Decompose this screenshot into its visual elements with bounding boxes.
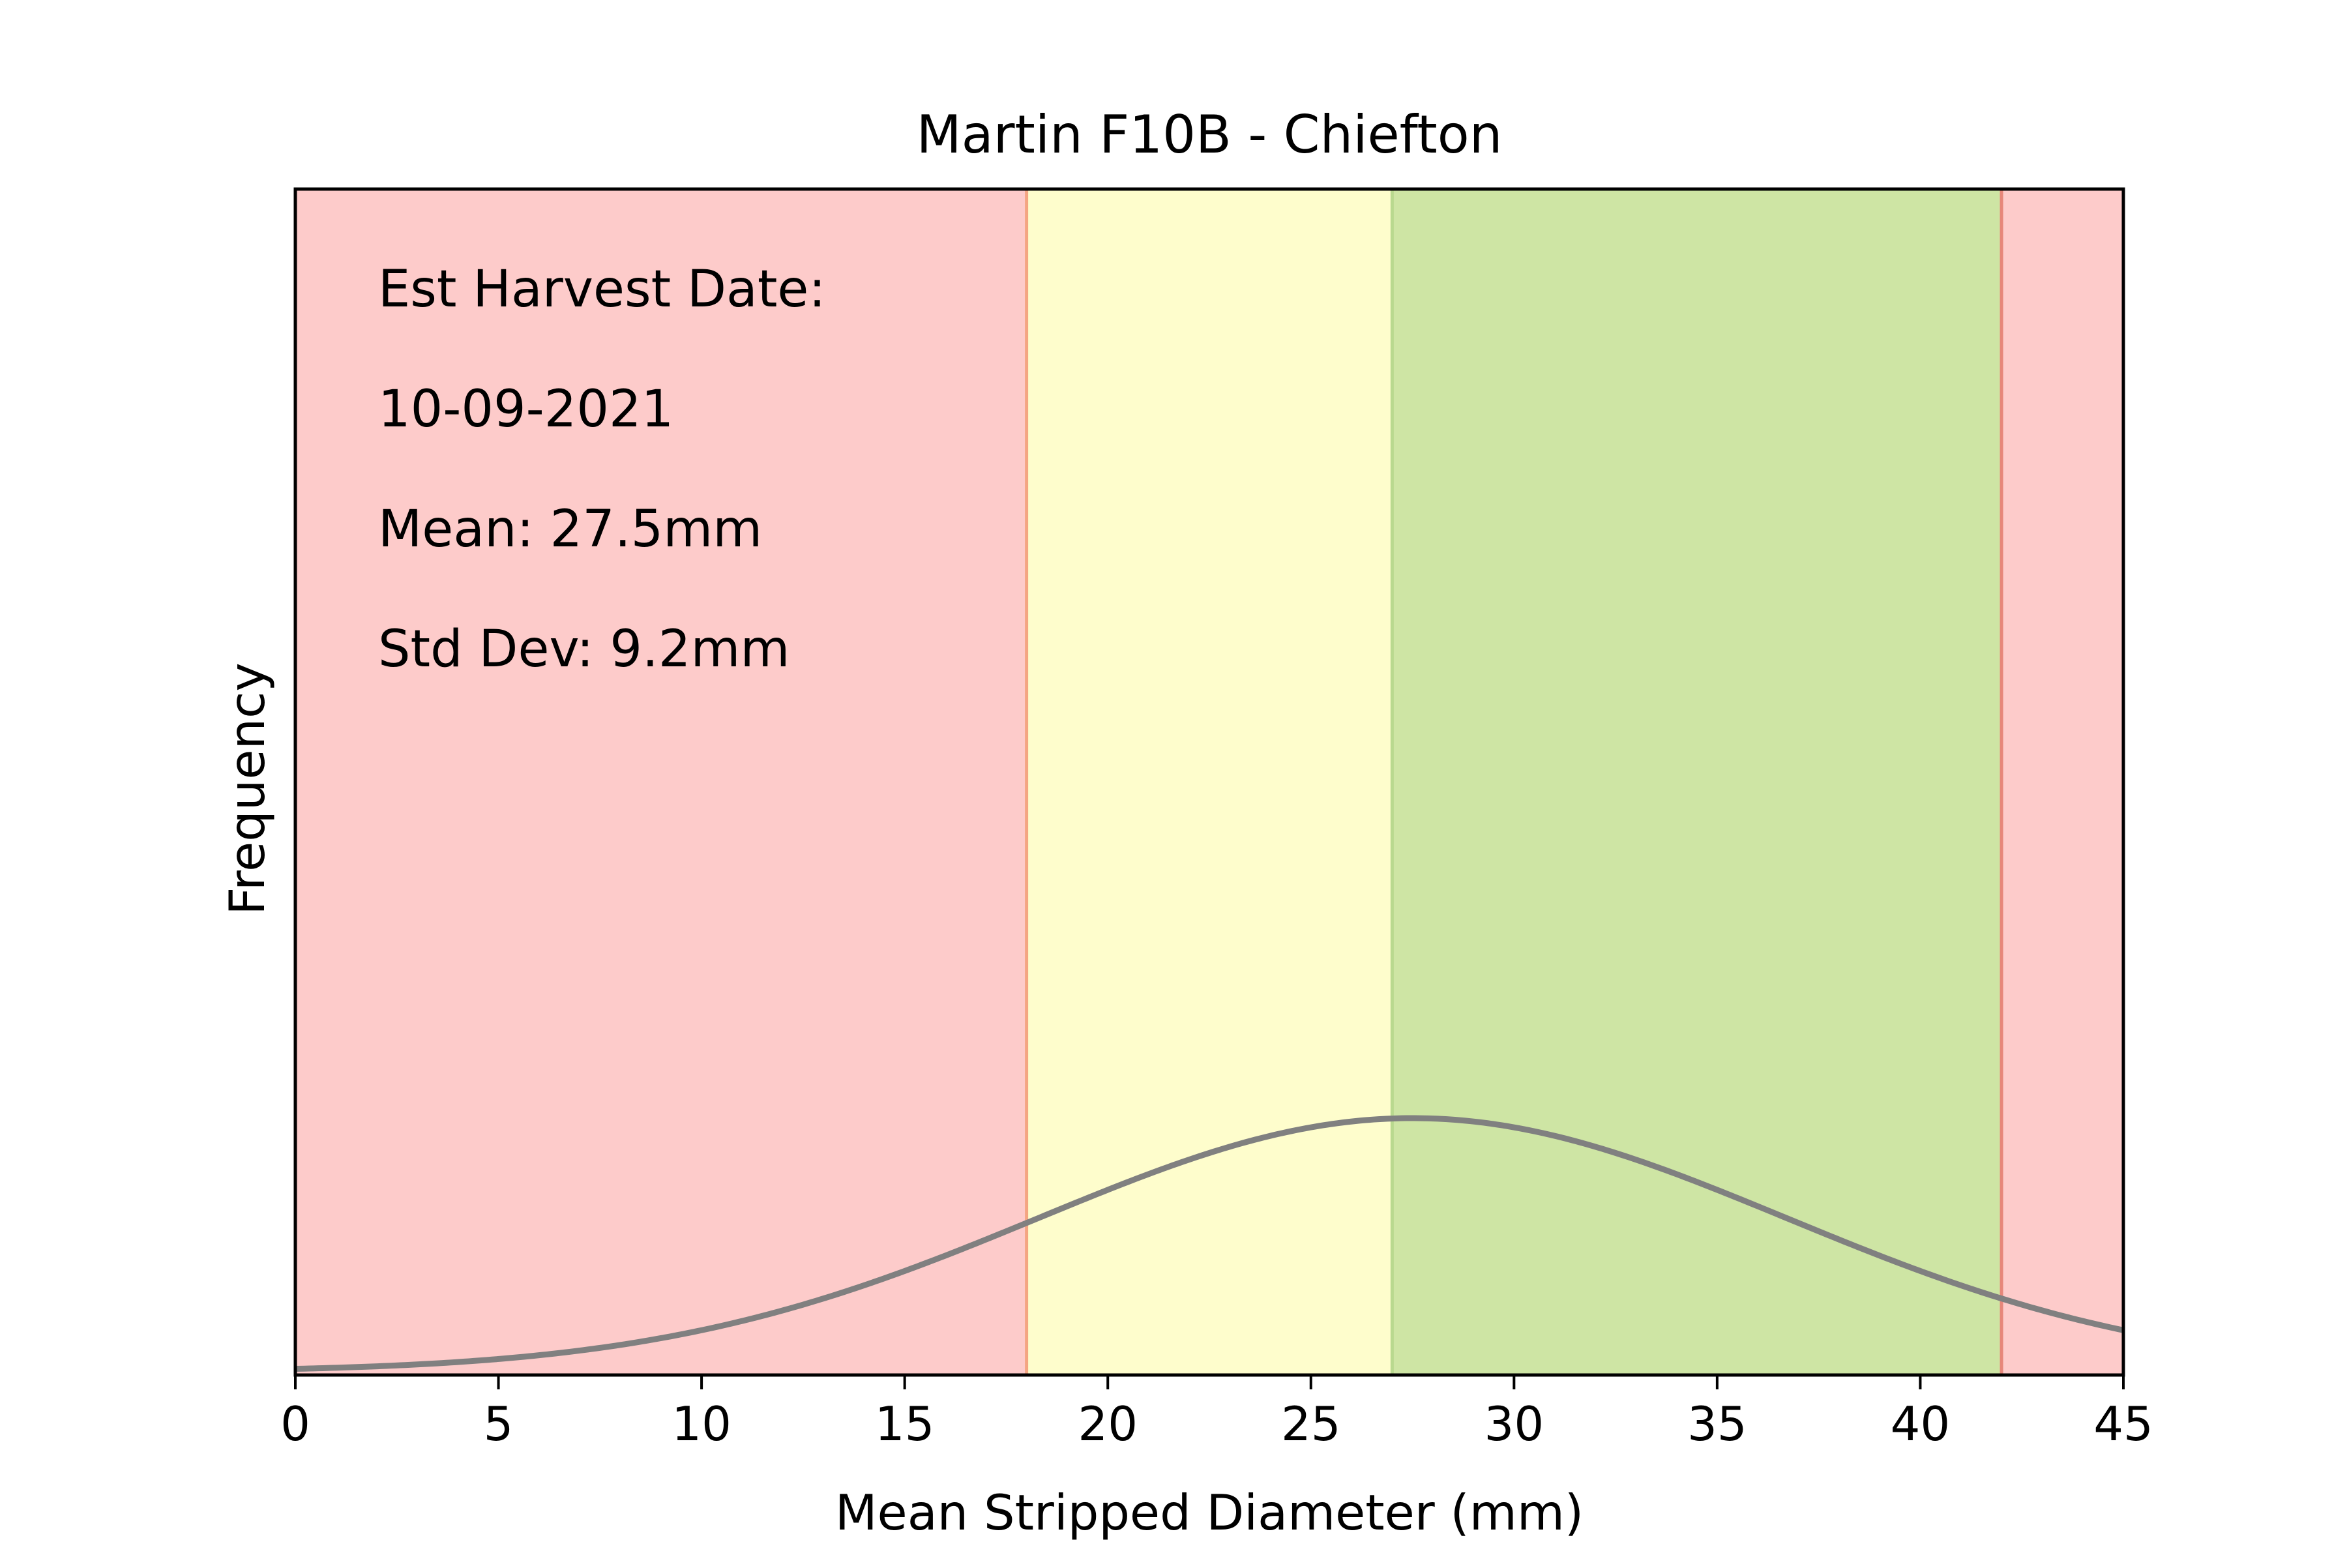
ticks-layer: 0 5 10 15 20 25 30 35 40 45	[280, 1375, 2153, 1451]
x-axis-label: Mean Stripped Diameter (mm)	[835, 1484, 1584, 1541]
band-2	[1392, 189, 2002, 1375]
x-tick-label-5: 25	[1281, 1397, 1341, 1451]
band-3	[2001, 189, 2123, 1375]
x-tick-label-0: 0	[280, 1397, 310, 1451]
x-tick-label-4: 20	[1078, 1397, 1138, 1451]
annotation-line-3: Std Dev: 9.2mm	[378, 620, 790, 679]
curve-layer	[295, 1115, 2124, 1372]
bands-layer	[295, 189, 2123, 1375]
annotation-layer: Est Harvest Date: 10-09-2021 Mean: 27.5mm S…	[378, 260, 826, 679]
chart-title: Martin F10B - Chiefton	[917, 104, 1503, 165]
band-0	[295, 189, 1027, 1375]
annotation-line-1: 10-09-2021	[378, 380, 673, 439]
distribution-curve	[295, 1115, 2124, 1372]
x-tick-label-2: 10	[672, 1397, 731, 1451]
plot-frame	[293, 187, 2125, 1377]
x-tick-label-1: 5	[484, 1397, 514, 1451]
x-tick-label-8: 40	[1891, 1397, 1951, 1451]
x-tick-label-9: 45	[2093, 1397, 2153, 1451]
x-tick-label-6: 30	[1484, 1397, 1544, 1451]
annotation-line-0: Est Harvest Date:	[378, 260, 826, 319]
x-tick-label-3: 15	[875, 1397, 935, 1451]
annotation-line-2: Mean: 27.5mm	[378, 500, 762, 559]
x-tick-label-7: 35	[1687, 1397, 1747, 1451]
band-1	[1026, 189, 1393, 1375]
y-axis-label: Frequency	[218, 662, 276, 915]
